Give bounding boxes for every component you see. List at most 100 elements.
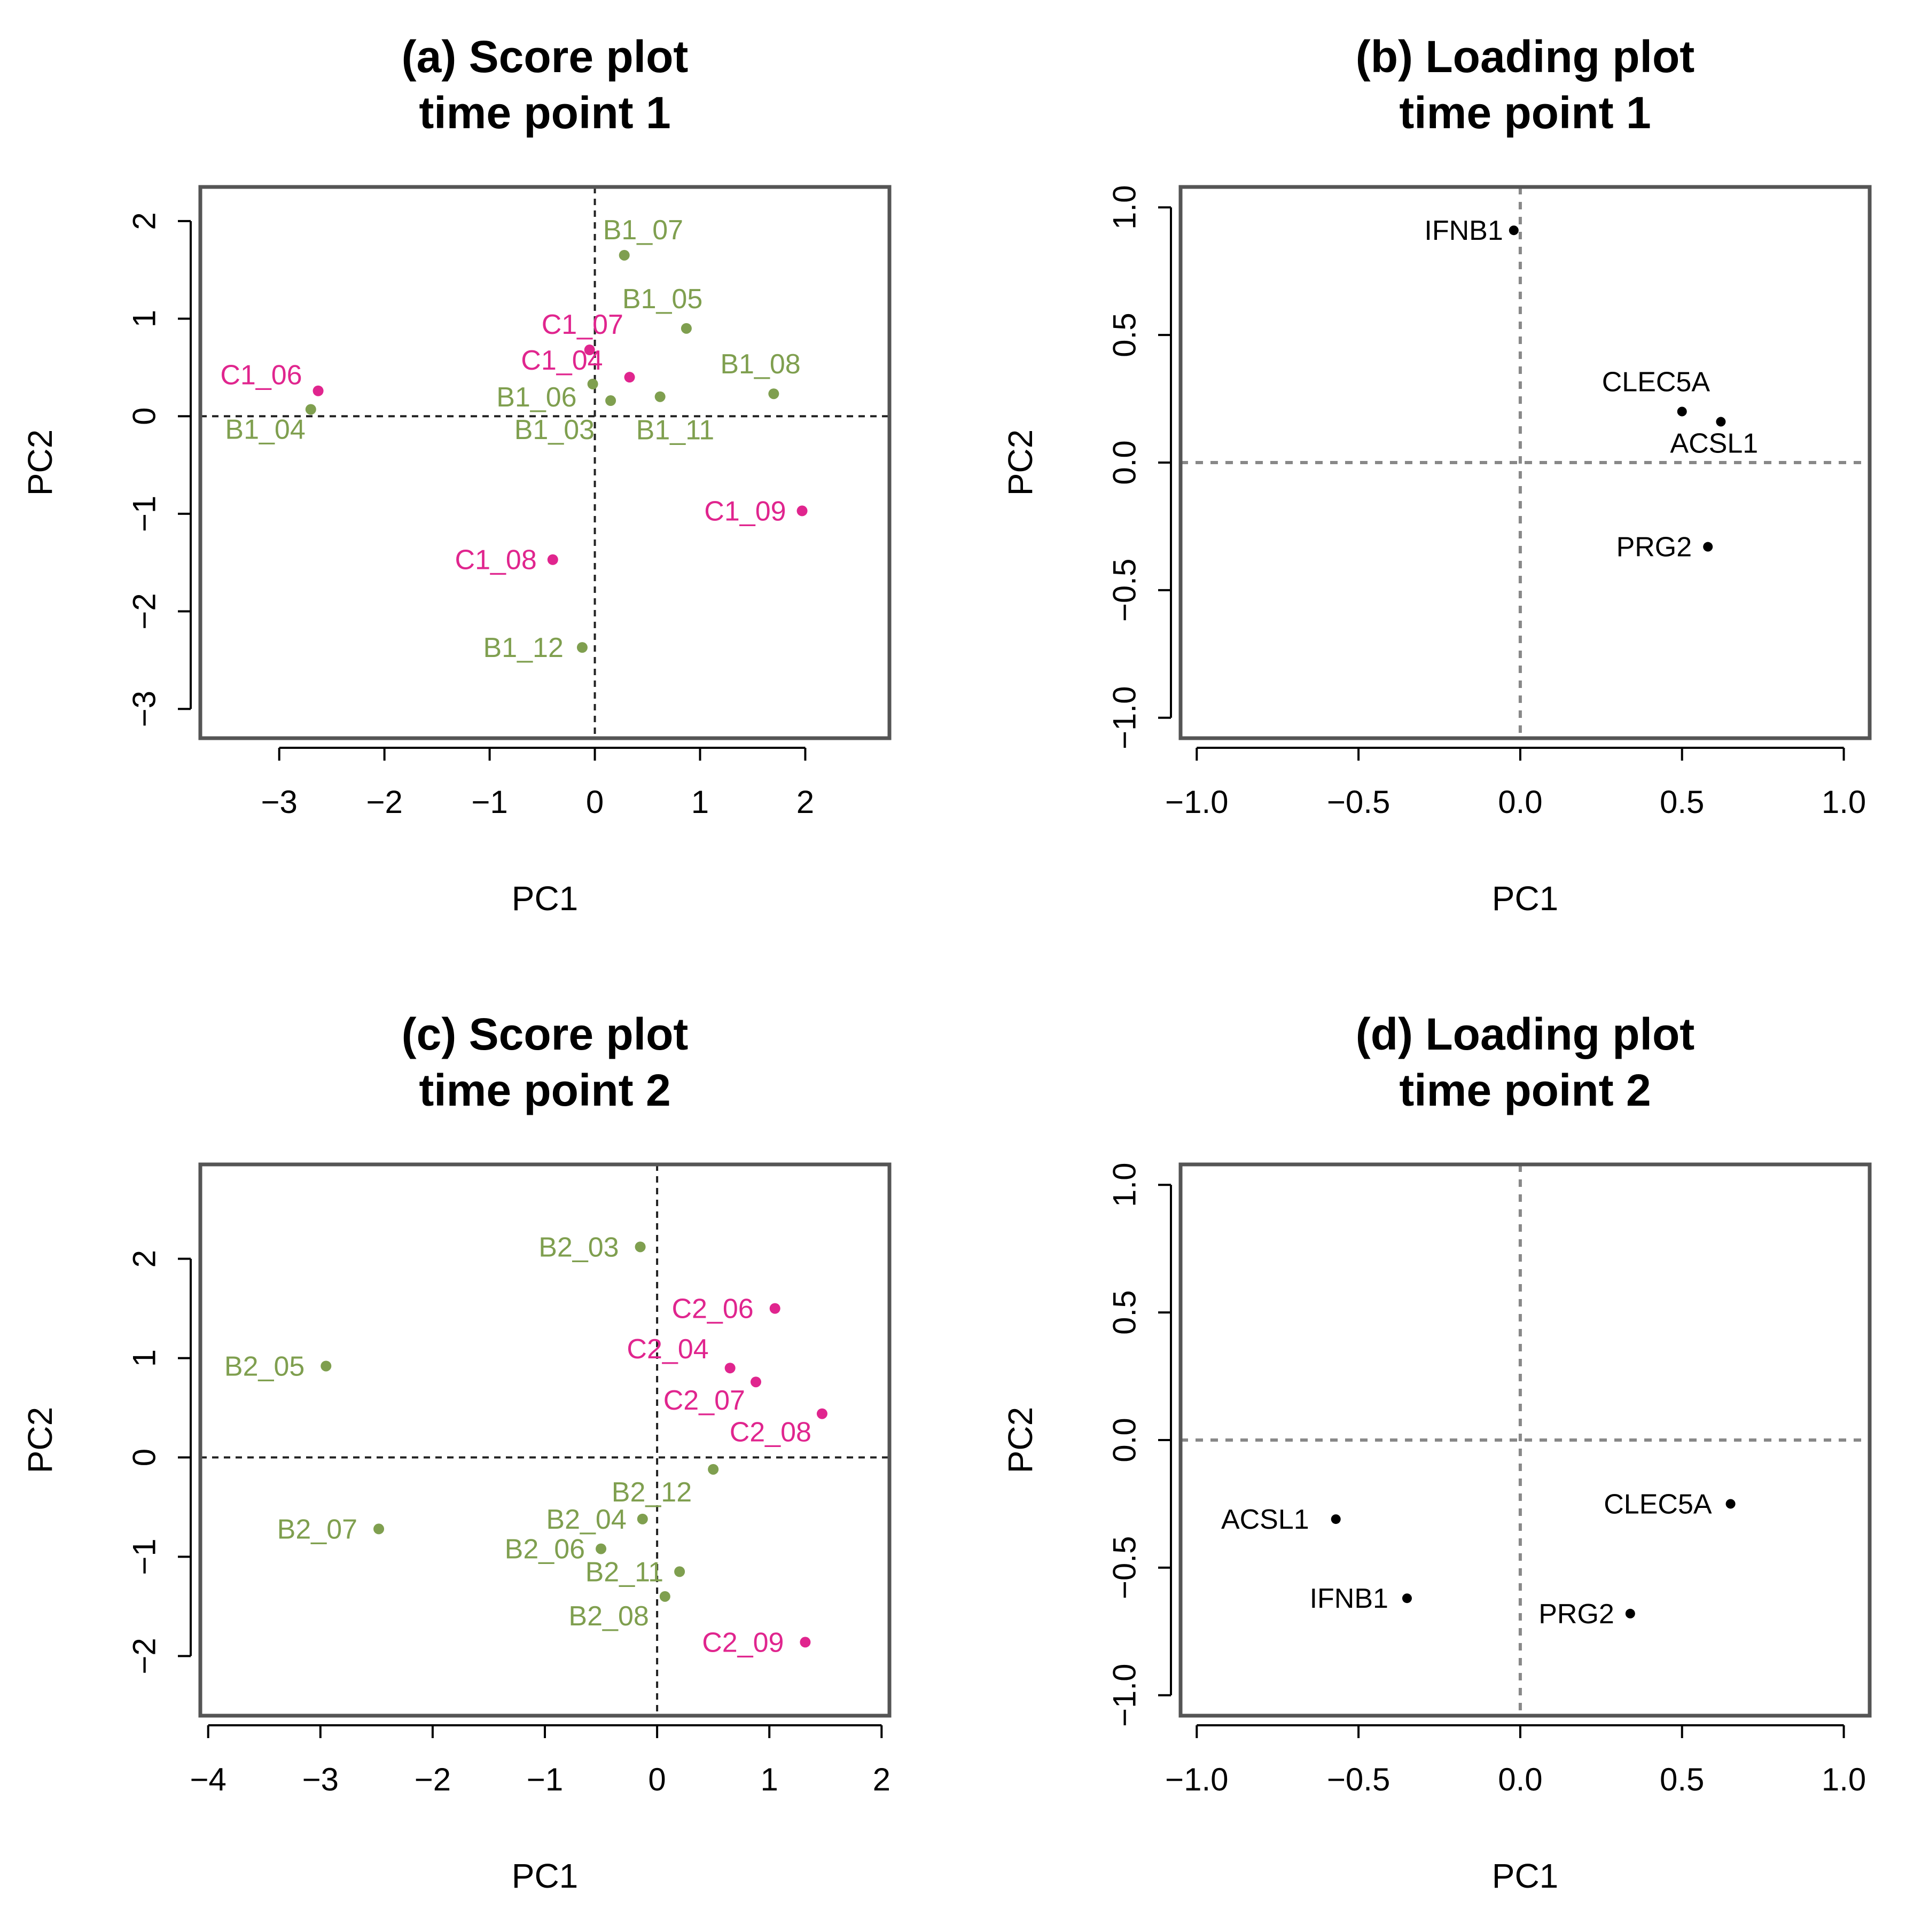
y-tick-label: −0.5: [1107, 559, 1143, 622]
point-label: B1_12: [483, 632, 564, 663]
plot-frame: [198, 185, 892, 740]
point-label: B2_08: [568, 1601, 649, 1632]
y-axis-label: PC2: [21, 1407, 59, 1474]
point-label: B1_05: [622, 284, 702, 315]
point-clec5a: [1677, 406, 1687, 417]
point-label: B2_04: [546, 1504, 626, 1535]
point-label: B2_11: [585, 1556, 664, 1587]
x-tick-label: −3: [261, 784, 297, 820]
y-tick-label: 1: [127, 1349, 162, 1367]
point-c1-08: [547, 554, 558, 565]
x-tick-label: 0: [648, 1762, 666, 1797]
panel-2: (b) Loading plot time point 1 −1.0 −0.5 0.0 0…: [1001, 32, 1872, 918]
point-b2-03: [635, 1241, 646, 1253]
x-tick-label: 0.0: [1498, 1762, 1542, 1797]
x-tick-label: −1.0: [1165, 784, 1228, 820]
x-axis: −4 −3 −2 −1 0 1 2: [190, 1724, 890, 1797]
x-tick-label: 1: [761, 1762, 778, 1797]
y-axis: −1.0 −0.5 0.0 0.5 1.0: [1107, 185, 1172, 749]
x-tick-label: 0.0: [1498, 784, 1542, 820]
point-b2-06: [596, 1543, 607, 1554]
point-label: B2_12: [612, 1477, 692, 1508]
point-c1-09: [796, 505, 808, 517]
y-tick-label: −1.0: [1107, 1664, 1143, 1727]
x-axis-label: PC1: [512, 1857, 579, 1895]
x-axis: −1.0 −0.5 0.0 0.5 1.0: [1165, 1724, 1866, 1797]
y-tick-label: 1: [127, 310, 162, 327]
point-c2-07: [750, 1376, 761, 1388]
y-axis-label: PC2: [1001, 429, 1040, 496]
point-clec5a: [1725, 1499, 1736, 1509]
point-b2-12: [708, 1464, 719, 1475]
y-tick-label: −2: [127, 1638, 162, 1674]
point-label: C1_04: [521, 345, 603, 376]
y-tick-label: −2: [127, 593, 162, 629]
point-label: B1_03: [514, 414, 595, 445]
x-tick-label: −3: [302, 1762, 339, 1797]
point-c1-07: [584, 345, 595, 356]
x-tick-label: 0: [586, 784, 604, 820]
point-label: C1_06: [220, 360, 302, 391]
x-axis-label: PC1: [512, 879, 579, 918]
point-c2-09: [800, 1637, 811, 1648]
y-axis: −3 −2 −1 0 1 2: [127, 212, 192, 727]
point-b1-05: [681, 323, 692, 334]
point-label: B1_08: [720, 349, 800, 380]
panel-title: time point 1: [419, 88, 670, 138]
point-label: PRG2: [1616, 532, 1692, 563]
point-b1-11: [654, 391, 666, 402]
point-label: C2_08: [730, 1417, 811, 1448]
panel-title: (a) Score plot: [402, 32, 689, 82]
panel-title: (c) Score plot: [402, 1009, 689, 1059]
x-tick-label: −2: [415, 1762, 451, 1797]
y-tick-label: −1: [127, 496, 162, 532]
y-tick-label: 0: [127, 408, 162, 425]
x-tick-label: 0.5: [1660, 784, 1704, 820]
point-label: ACSL1: [1670, 428, 1758, 459]
point-label: B2_06: [505, 1534, 585, 1565]
panel-title: (d) Loading plot: [1356, 1009, 1694, 1059]
point-b1-03: [605, 395, 616, 406]
x-tick-label: −1: [471, 784, 507, 820]
x-tick-label: −2: [366, 784, 402, 820]
point-label: CLEC5A: [1602, 366, 1710, 397]
x-axis: −1.0 −0.5 0.0 0.5 1.0: [1165, 747, 1866, 820]
point-b2-08: [659, 1591, 670, 1602]
point-label: B2_05: [224, 1351, 304, 1382]
x-tick-label: 1.0: [1822, 784, 1866, 820]
panel-4: (d) Loading plot time point 2 −1.0 −0.5 0.0 0…: [1001, 1009, 1872, 1895]
point-label: C1_07: [542, 309, 623, 340]
point-c1-04: [624, 372, 635, 383]
point-b2-11: [674, 1566, 685, 1577]
point-prg2: [1625, 1608, 1635, 1618]
point-b2-04: [637, 1513, 648, 1524]
point-b1-12: [576, 642, 588, 653]
x-tick-label: 2: [873, 1762, 890, 1797]
y-tick-label: −1.0: [1107, 686, 1143, 749]
x-tick-label: −1.0: [1165, 1762, 1228, 1797]
point-label: B1_06: [496, 382, 576, 413]
plot-frame: [1178, 1162, 1872, 1718]
y-tick-label: −1: [127, 1538, 162, 1575]
point-ifnb1: [1402, 1593, 1412, 1604]
point-c2-06: [769, 1303, 780, 1314]
point-label: IFNB1: [1310, 1583, 1388, 1614]
y-axis-label: PC2: [21, 429, 59, 496]
point-b2-07: [373, 1523, 385, 1535]
x-tick-label: 2: [796, 784, 814, 820]
y-tick-label: 0.5: [1107, 312, 1143, 357]
y-axis: −1.0 −0.5 0.0 0.5 1.0: [1107, 1163, 1172, 1727]
x-axis-label: PC1: [1492, 1857, 1559, 1895]
x-tick-label: −1: [527, 1762, 563, 1797]
y-axis-label: PC2: [1001, 1407, 1040, 1474]
point-label: C2_06: [671, 1294, 753, 1325]
panel-title: (b) Loading plot: [1356, 32, 1694, 82]
point-ifnb1: [1509, 225, 1519, 236]
x-tick-label: −0.5: [1327, 784, 1390, 820]
panel-title: time point 2: [419, 1065, 670, 1115]
point-label: B2_03: [538, 1232, 619, 1263]
y-tick-label: 2: [127, 212, 162, 230]
x-tick-label: −4: [190, 1762, 226, 1797]
panel-title: time point 2: [1399, 1065, 1651, 1115]
